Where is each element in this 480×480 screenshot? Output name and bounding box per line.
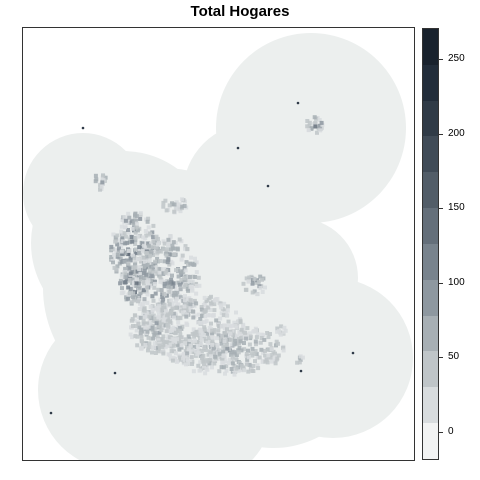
map-title: Total Hogares	[190, 3, 290, 20]
color-scale-segment	[423, 423, 438, 459]
color-scale-tick-label: 150	[448, 202, 465, 214]
density-map	[23, 33, 413, 460]
color-scale-segment	[423, 136, 438, 173]
color-scale-tick-mark	[439, 432, 443, 434]
coverage-area	[23, 33, 413, 460]
color-scale-tick-label: 100	[448, 276, 465, 288]
color-scale-segment	[423, 351, 438, 388]
color-scale-ticks: 0 50 100 150 200 250	[439, 0, 480, 480]
color-scale-segment	[423, 387, 438, 424]
color-scale-segment	[423, 243, 438, 280]
map-panel	[22, 27, 415, 461]
color-scale-tick-label: 200	[448, 127, 465, 139]
color-scale-tick-mark	[439, 58, 443, 60]
color-scale-segment	[423, 100, 438, 137]
density-cells	[93, 115, 325, 377]
color-scale-tick-label: 50	[448, 351, 460, 363]
color-scale-tick-label: 250	[448, 52, 465, 64]
color-scale-tick-mark	[439, 357, 443, 359]
color-scale-tick-mark	[439, 208, 443, 210]
color-scale-tick-mark	[439, 282, 443, 284]
color-scale-segment	[423, 64, 438, 101]
color-scale-tick-mark	[439, 133, 443, 135]
color-scale-segment	[423, 315, 438, 352]
color-scale-segment	[423, 279, 438, 316]
color-scale-tick-label: 0	[448, 426, 454, 438]
color-scale-bar	[422, 28, 439, 460]
color-scale-segment	[423, 208, 438, 244]
color-scale-segment	[423, 172, 438, 209]
color-scale-segment	[423, 29, 438, 65]
point-markers	[49, 101, 355, 415]
